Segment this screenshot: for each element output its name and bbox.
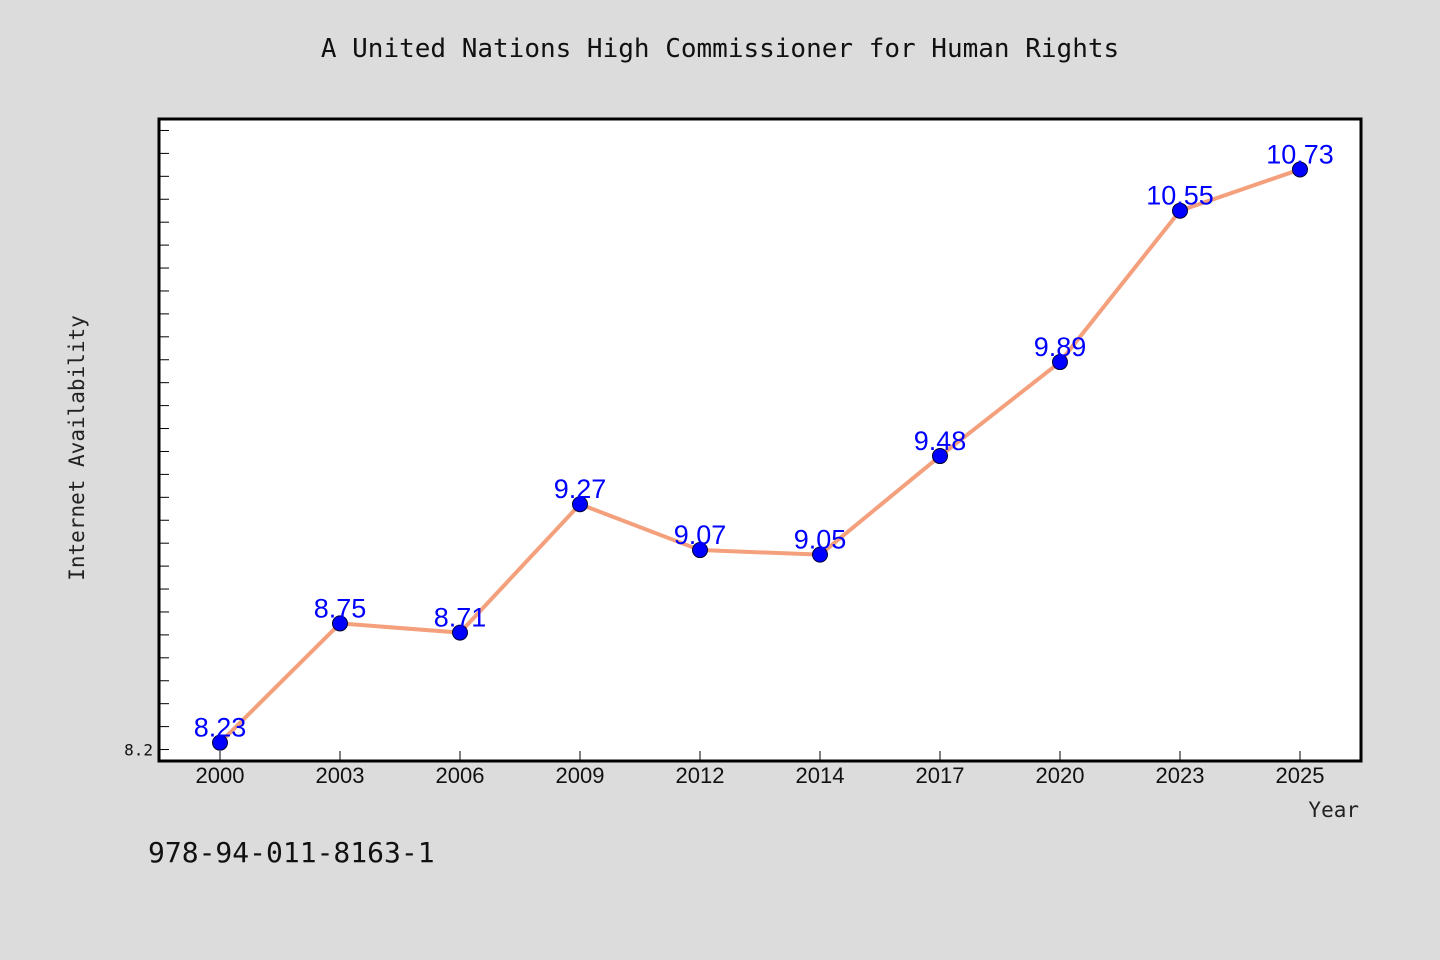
x-tick-label: 2000 [196, 763, 245, 788]
x-tick-label: 2006 [436, 763, 485, 788]
data-point-marker [932, 448, 948, 465]
data-markers [212, 161, 1308, 751]
plot-area [157, 117, 1363, 763]
x-tick-label: 2017 [916, 763, 965, 788]
x-tick-label: 2025 [1276, 763, 1325, 788]
data-value-label: 10.55 [1146, 181, 1214, 211]
x-axis-ticks: 2000 2003 2006 2009 2012 2014 2017 2020 2023 2025 [196, 751, 1325, 788]
data-point-marker [572, 496, 588, 513]
x-tick-label: 2014 [796, 763, 845, 788]
x-tick-label: 2020 [1036, 763, 1085, 788]
data-point-marker [1172, 202, 1188, 219]
series-line [218, 167, 1302, 745]
data-point-marker [1292, 161, 1308, 178]
data-value-label: 8.23 [194, 713, 247, 743]
data-point-marker [692, 542, 708, 559]
data-value-label: 10.73 [1266, 139, 1334, 169]
y-axis-label: Internet Availability [65, 315, 89, 581]
data-point-marker [812, 546, 828, 563]
data-point-marker [212, 734, 228, 751]
data-value-label: 9.89 [1034, 332, 1087, 362]
data-value-label: 8.75 [314, 593, 367, 623]
x-tick-label: 2009 [556, 763, 605, 788]
data-value-label: 9.48 [914, 426, 967, 456]
isbn-footer: 978-94-011-8163-1 [148, 836, 435, 869]
data-value-label: 9.07 [674, 520, 727, 550]
x-tick-label: 2023 [1156, 763, 1205, 788]
data-point-marker [452, 624, 468, 641]
y-axis-ticks: 8.2 [124, 129, 169, 760]
chart-title: A United Nations High Commissioner for H… [320, 34, 1120, 64]
y-tick-label: 8.2 [124, 741, 153, 760]
data-point-marker [1052, 354, 1068, 371]
data-point-marker [332, 615, 348, 632]
data-labels: 8.23 8.75 8.71 9.27 9.07 9.05 9.48 9.89 10.55 10.… [194, 139, 1334, 742]
data-value-label: 8.71 [434, 603, 487, 633]
data-value-label: 9.27 [554, 474, 607, 504]
x-tick-label: 2003 [316, 763, 365, 788]
data-value-label: 9.05 [794, 525, 847, 555]
x-tick-label: 2012 [676, 763, 725, 788]
x-axis-label: Year [1308, 798, 1359, 822]
